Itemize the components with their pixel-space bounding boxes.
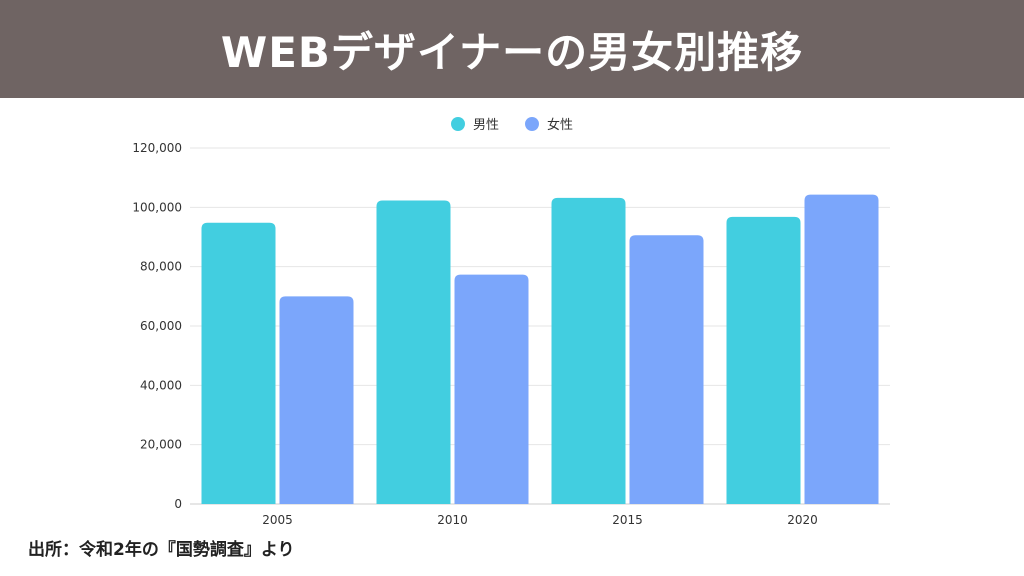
bar (454, 274, 529, 504)
y-tick-label: 40,000 (140, 378, 182, 392)
legend-dot-female (525, 116, 539, 131)
legend-label-female: 女性 (547, 118, 574, 133)
bar (279, 296, 354, 504)
bar (726, 216, 801, 504)
x-tick-label: 2010 (437, 513, 468, 527)
legend-label-male: 男性 (472, 118, 499, 133)
legend-dot-male (450, 116, 465, 131)
x-tick-label: 2015 (612, 513, 643, 527)
y-tick-label: 100,000 (132, 200, 182, 214)
legend: 男性 女性 (0, 114, 1024, 133)
y-tick-label: 80,000 (140, 260, 182, 274)
x-tick-label: 2020 (787, 513, 818, 527)
bar (551, 197, 626, 504)
x-tick-label: 2005 (262, 513, 293, 527)
y-tick-label: 20,000 (140, 438, 182, 452)
title-bar: WEBデザイナーの男女別推移 (0, 0, 1024, 98)
y-tick-label: 60,000 (140, 319, 182, 333)
chart-title: WEBデザイナーの男女別推移 (220, 27, 804, 77)
bar (376, 200, 451, 504)
legend-item-male: 男性 (450, 114, 499, 133)
bar (804, 194, 879, 504)
legend-item-female: 女性 (525, 114, 573, 133)
source-note: 出所：令和2年の『国勢調査』より (28, 540, 295, 560)
y-tick-label: 120,000 (132, 141, 182, 155)
y-tick-label: 0 (174, 497, 182, 511)
bar (629, 235, 704, 504)
bar (201, 222, 276, 504)
